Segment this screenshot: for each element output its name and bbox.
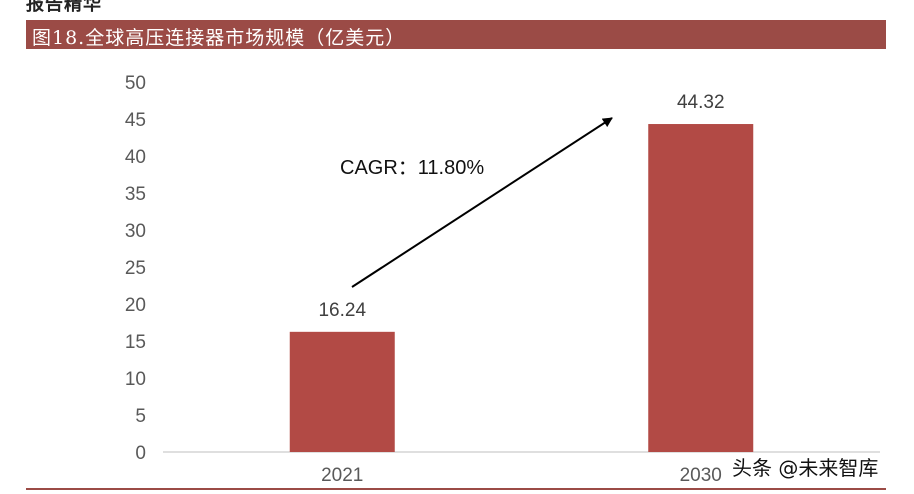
data-label-2030: 44.32 [677, 92, 725, 113]
y-tick-label: 45 [125, 110, 146, 131]
bars-group: 16.24 44.32 [289, 92, 754, 453]
cagr-annotation: CAGR：11.80% [340, 157, 484, 179]
bottom-rule [26, 488, 886, 490]
y-tick-label: 5 [135, 406, 146, 427]
chart-title-bar: 图18.全球高压连接器市场规模（亿美元） [26, 20, 886, 49]
y-tick-label: 0 [135, 443, 146, 464]
header-fragment: 报告精华 [26, 0, 102, 15]
data-label-2021: 16.24 [318, 300, 366, 321]
y-tick-label: 50 [125, 73, 146, 94]
x-tick-label-2030: 2030 [680, 465, 722, 486]
y-tick-label: 40 [125, 147, 146, 168]
watermark: 头条 @未来智库 [732, 456, 879, 480]
y-tick-label: 10 [125, 369, 146, 390]
y-tick-label: 35 [125, 184, 146, 205]
bar-2021 [289, 331, 395, 452]
y-tick-label: 15 [125, 332, 146, 353]
y-axis-ticks: 0 5 10 15 20 25 30 35 40 45 50 [125, 73, 146, 464]
cagr-arrow [351, 117, 613, 288]
y-tick-label: 25 [125, 258, 146, 279]
y-tick-label: 20 [125, 295, 146, 316]
bar-2030 [648, 124, 754, 453]
x-axis-ticks: 2021 2030 [321, 465, 722, 486]
chart-title: 图18.全球高压连接器市场规模（亿美元） [32, 27, 406, 49]
x-tick-label-2021: 2021 [321, 465, 363, 486]
y-tick-label: 30 [125, 221, 146, 242]
